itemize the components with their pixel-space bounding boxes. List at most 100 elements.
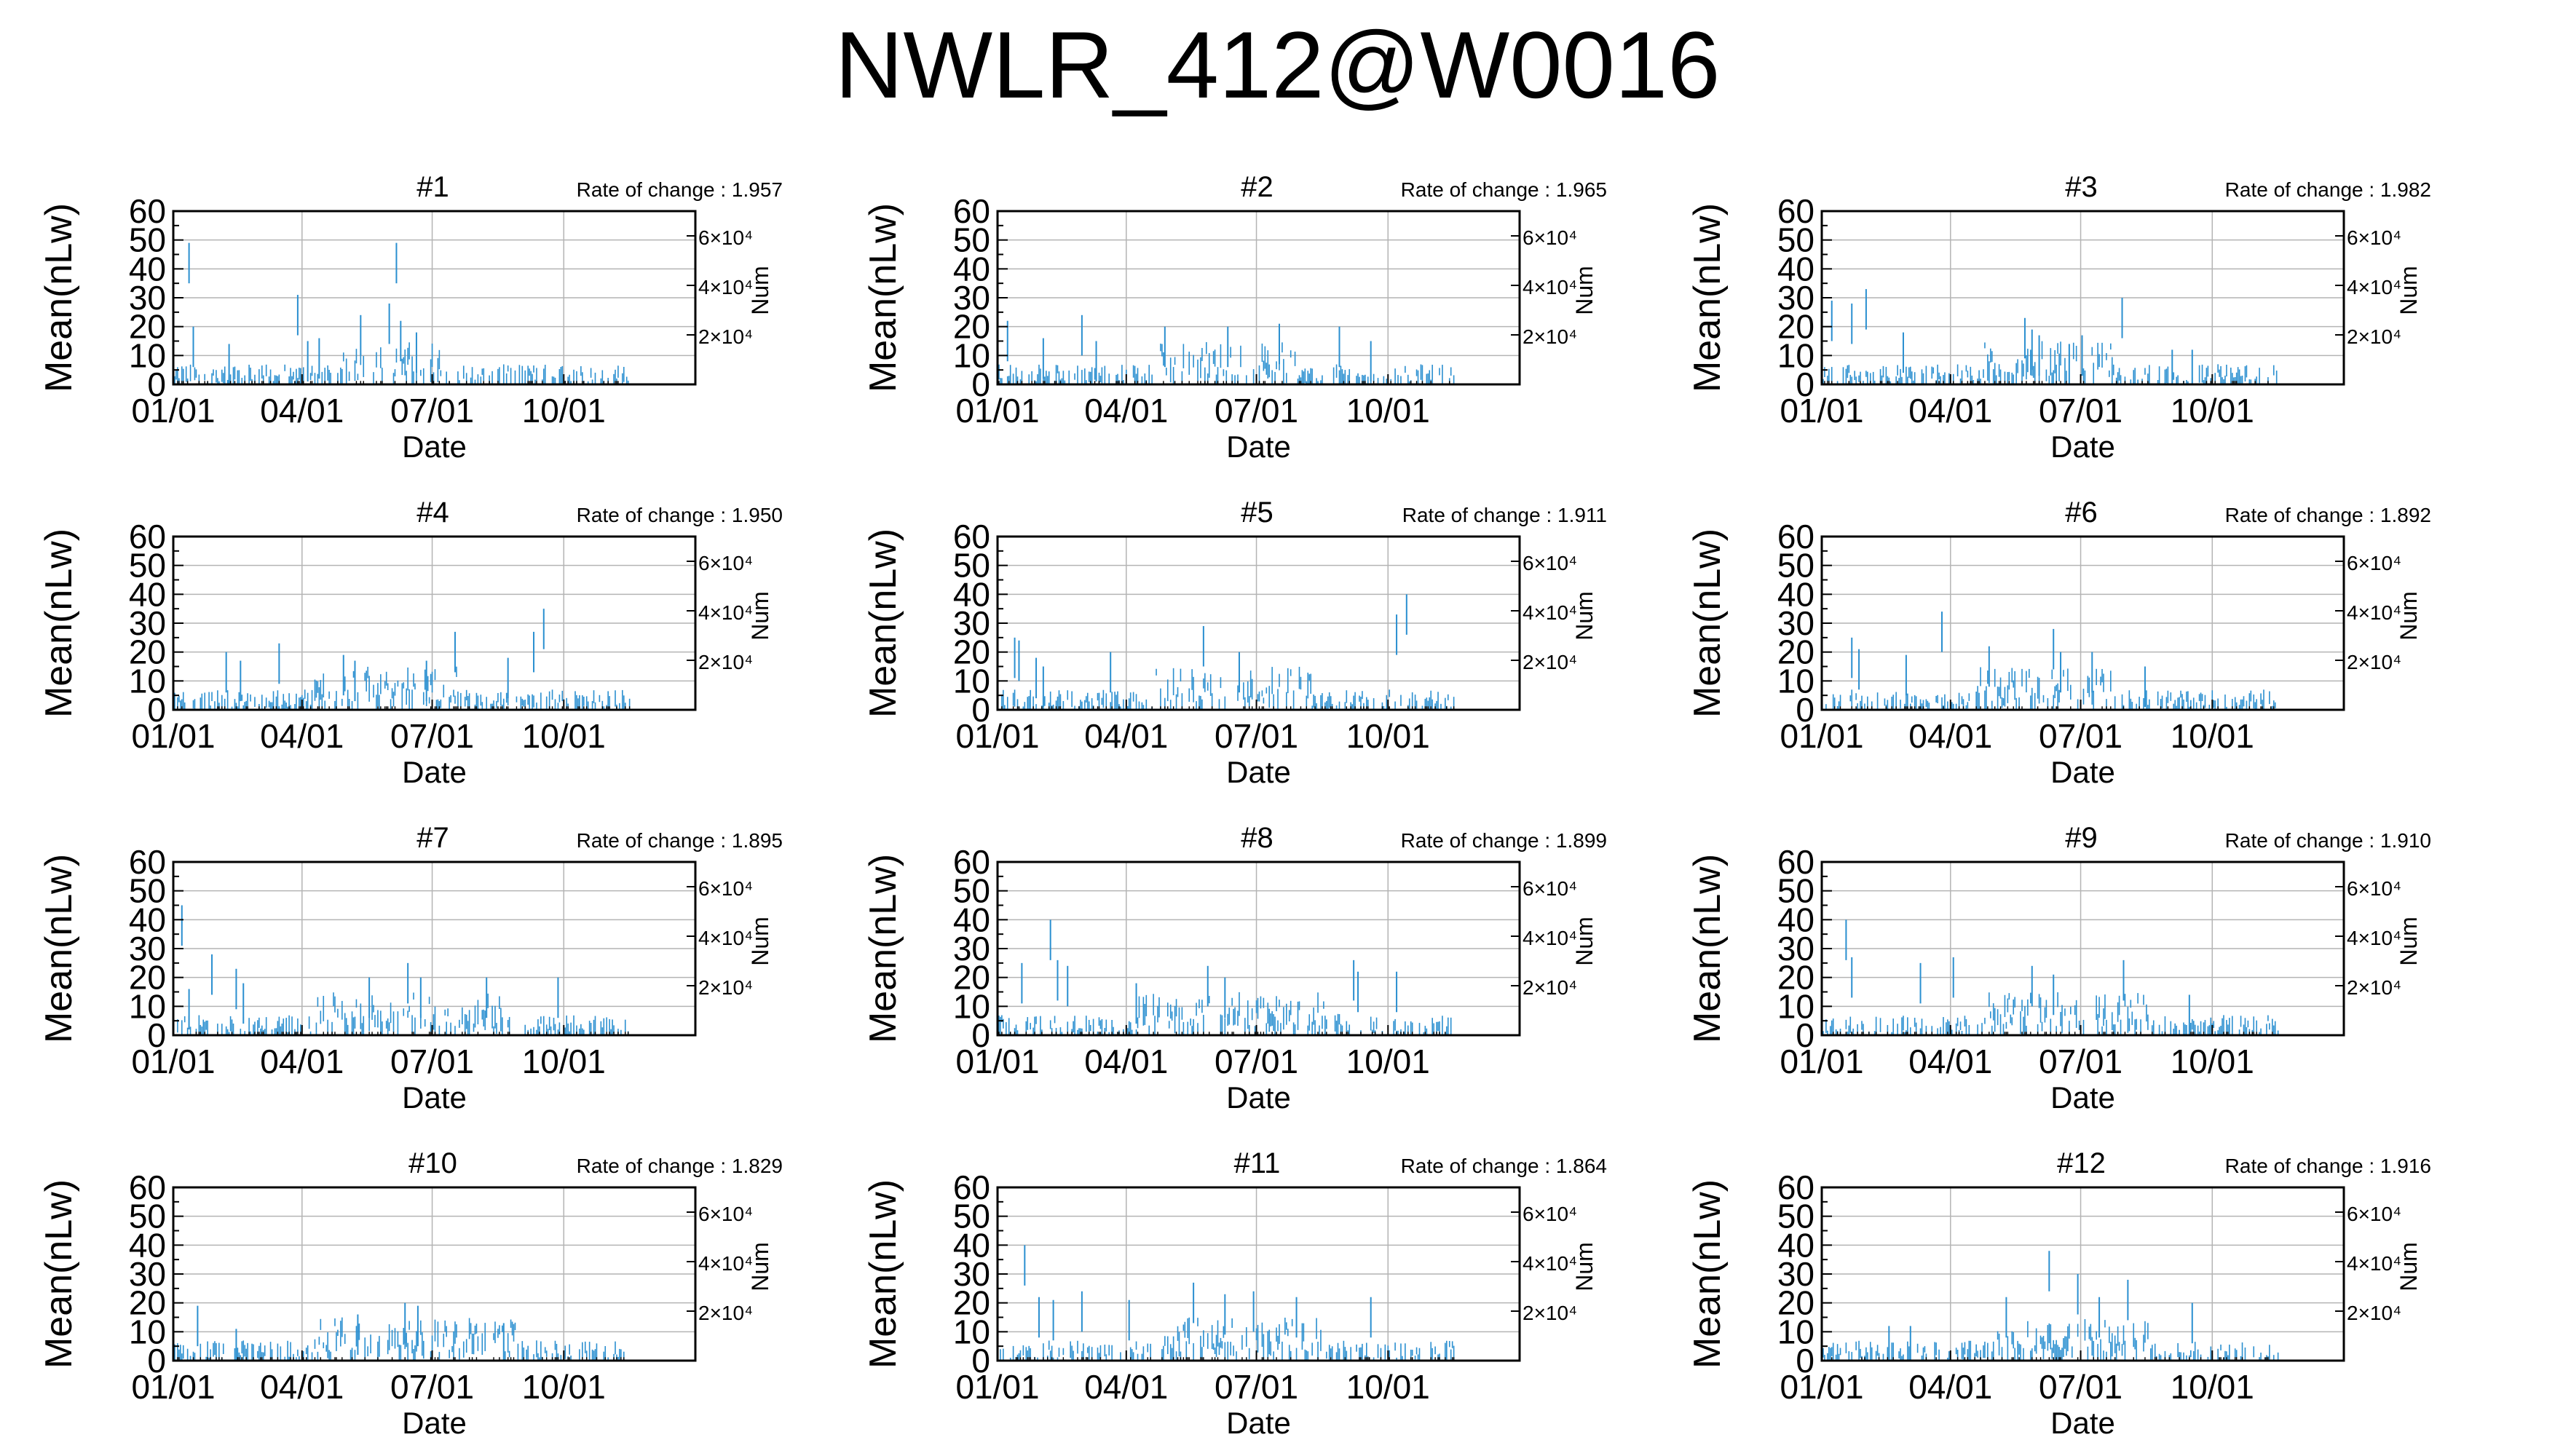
y-tick-label: 20 xyxy=(129,308,166,346)
y2-tick-label: 4×10⁴ xyxy=(2347,276,2401,298)
y-tick-label: 10 xyxy=(129,1313,166,1350)
x-tick-label: 01/01 xyxy=(131,717,215,755)
y-tick-label: 40 xyxy=(129,1226,166,1264)
y-tick-label: 50 xyxy=(129,547,166,585)
bar-series xyxy=(1825,612,2276,710)
y-tick-label: 0 xyxy=(971,1342,990,1380)
y-tick-label: 60 xyxy=(129,518,166,555)
y-tick-label: 50 xyxy=(953,547,990,585)
x-tick-label: 07/01 xyxy=(390,392,474,430)
y2-axis-label: Num xyxy=(747,1242,773,1291)
rate-of-change: Rate of change : 1.916 xyxy=(2225,1155,2431,1177)
y2-axis-label: Num xyxy=(1571,591,1598,641)
y2-tick-label: 2×10⁴ xyxy=(2347,1302,2401,1324)
x-tick-label: 04/01 xyxy=(1908,1368,1992,1406)
y-tick-label: 10 xyxy=(953,987,990,1025)
y-tick-label: 20 xyxy=(129,633,166,671)
x-tick-label: 04/01 xyxy=(1908,1042,1992,1080)
y-axis-label: Mean(nLw) xyxy=(38,203,80,392)
x-tick-label: 04/01 xyxy=(1084,392,1168,430)
y2-tick-label: 2×10⁴ xyxy=(1523,1302,1577,1324)
panel-title: #3 xyxy=(2065,171,2098,203)
y2-tick-label: 2×10⁴ xyxy=(2347,325,2401,348)
y-tick-label: 20 xyxy=(1777,1284,1814,1322)
bar-series xyxy=(174,1302,625,1361)
y-axis-label: Mean(nLw) xyxy=(38,854,80,1043)
y-tick-label: 0 xyxy=(147,365,166,403)
y2-tick-label: 4×10⁴ xyxy=(1523,927,1577,949)
y-tick-label: 60 xyxy=(129,843,166,881)
panel-title: #4 xyxy=(416,496,449,529)
y2-tick-label: 2×10⁴ xyxy=(1523,651,1577,673)
y-tick-label: 20 xyxy=(953,1284,990,1322)
y-tick-label: 60 xyxy=(953,1168,990,1206)
y2-axis-label: Num xyxy=(747,266,773,315)
y-tick-label: 50 xyxy=(129,221,166,259)
x-axis-label: Date xyxy=(402,1080,467,1115)
y-tick-label: 50 xyxy=(129,872,166,910)
rate-of-change: Rate of change : 1.982 xyxy=(2225,178,2431,201)
rate-of-change: Rate of change : 1.829 xyxy=(577,1155,783,1177)
x-tick-label: 07/01 xyxy=(1215,1368,1298,1406)
x-axis-label: Date xyxy=(2050,430,2115,464)
panel-title: #10 xyxy=(408,1147,457,1179)
x-tick-label: 10/01 xyxy=(522,1368,606,1406)
y-axis-label: Mean(nLw) xyxy=(862,529,904,718)
y-tick-label: 60 xyxy=(129,192,166,230)
y-tick-label: 50 xyxy=(1777,1198,1814,1235)
y-tick-label: 10 xyxy=(1777,987,1814,1025)
rate-of-change: Rate of change : 1.950 xyxy=(577,504,783,526)
panel-title: #2 xyxy=(1241,171,1273,203)
x-tick-label: 10/01 xyxy=(1346,392,1430,430)
bar-series xyxy=(997,216,1455,384)
y-tick-label: 20 xyxy=(129,959,166,997)
y-tick-label: 0 xyxy=(147,691,166,729)
x-tick-label: 01/01 xyxy=(131,1368,215,1406)
y-tick-label: 40 xyxy=(1777,575,1814,613)
y-tick-label: 40 xyxy=(953,250,990,288)
y2-axis-label: Num xyxy=(747,917,773,966)
rate-of-change: Rate of change : 1.911 xyxy=(1402,504,1607,526)
y-axis-label: Mean(nLw) xyxy=(862,854,904,1043)
y-tick-label: 50 xyxy=(1777,221,1814,259)
y2-tick-label: 6×10⁴ xyxy=(698,552,753,574)
y-tick-label: 60 xyxy=(953,192,990,230)
y-tick-label: 10 xyxy=(129,336,166,374)
rate-of-change: Rate of change : 1.895 xyxy=(577,829,783,852)
y2-tick-label: 4×10⁴ xyxy=(1523,601,1577,624)
y-tick-label: 0 xyxy=(971,691,990,729)
x-axis-label: Date xyxy=(2050,1080,2115,1115)
y-tick-label: 30 xyxy=(1777,604,1814,642)
x-tick-label: 01/01 xyxy=(955,392,1039,430)
y2-tick-label: 2×10⁴ xyxy=(698,1302,753,1324)
x-tick-label: 04/01 xyxy=(260,717,344,755)
y-tick-label: 40 xyxy=(953,901,990,938)
x-axis-label: Date xyxy=(1226,1406,1291,1440)
x-tick-label: 07/01 xyxy=(1215,717,1298,755)
y2-axis-label: Num xyxy=(747,591,773,641)
x-tick-label: 01/01 xyxy=(131,392,215,430)
y2-tick-label: 4×10⁴ xyxy=(698,927,753,949)
y-axis-label: Mean(nLw) xyxy=(1686,203,1729,392)
y2-tick-label: 6×10⁴ xyxy=(2347,226,2401,249)
x-axis-label: Date xyxy=(402,430,467,464)
x-tick-label: 07/01 xyxy=(1215,392,1298,430)
y2-tick-label: 2×10⁴ xyxy=(2347,651,2401,673)
y2-tick-label: 4×10⁴ xyxy=(1523,276,1577,298)
x-tick-label: 01/01 xyxy=(1780,392,1863,430)
y2-axis-label: Num xyxy=(2396,917,2422,966)
x-axis-label: Date xyxy=(1226,755,1291,789)
y2-tick-label: 4×10⁴ xyxy=(2347,927,2401,949)
y-tick-label: 30 xyxy=(129,604,166,642)
x-tick-label: 01/01 xyxy=(955,717,1039,755)
y-tick-label: 10 xyxy=(129,987,166,1025)
y2-tick-label: 6×10⁴ xyxy=(2347,1203,2401,1225)
y-tick-label: 30 xyxy=(129,1255,166,1293)
y2-tick-label: 6×10⁴ xyxy=(698,226,753,249)
rate-of-change: Rate of change : 1.965 xyxy=(1401,178,1607,201)
y-tick-label: 40 xyxy=(129,250,166,288)
